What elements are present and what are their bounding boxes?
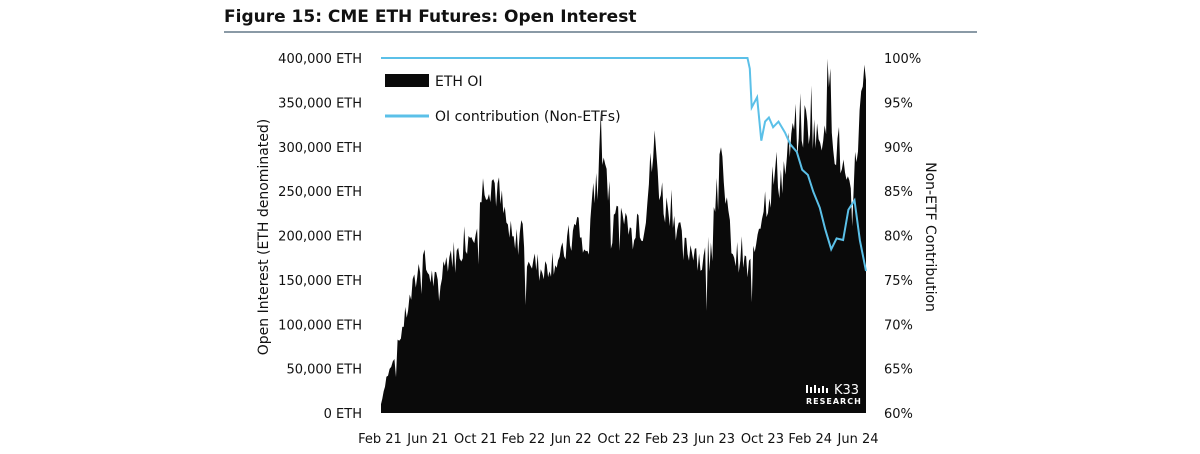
- legend: ETH OI OI contribution (Non-ETFs): [385, 74, 621, 125]
- left-axis-title: Open Interest (ETH denominated): [256, 119, 272, 355]
- left-tick-label: 200,000 ETH: [278, 230, 362, 245]
- x-axis: Feb 21 Jun 21 Oct 21 Feb 22 Jun 22 Oct 22 Feb …: [358, 432, 878, 447]
- x-tick-label: Oct 22: [597, 432, 640, 447]
- left-tick-label: 100,000 ETH: [278, 318, 362, 333]
- right-axis: 60% 65% 70% 75% 80% 85% 90% 95% 100%: [884, 52, 921, 422]
- left-tick-label: 350,000 ETH: [278, 96, 362, 111]
- right-tick-label: 75%: [884, 274, 913, 289]
- left-tick-label: 300,000 ETH: [278, 141, 362, 156]
- x-tick-label: Feb 21: [358, 432, 402, 447]
- right-axis-title: Non-ETF Contribution: [922, 162, 938, 312]
- x-tick-label: Feb 24: [788, 432, 832, 447]
- k33-logo-icon: [806, 385, 828, 393]
- left-tick-label: 0 ETH: [324, 407, 362, 422]
- x-tick-label: Oct 21: [454, 432, 497, 447]
- title-rule: [224, 31, 977, 33]
- x-tick-label: Feb 22: [502, 432, 546, 447]
- right-tick-label: 65%: [884, 363, 913, 378]
- oi-contribution-line: [381, 57, 867, 272]
- right-tick-label: 100%: [884, 52, 921, 67]
- legend-oi-label: ETH OI: [435, 74, 483, 90]
- left-tick-label: 150,000 ETH: [278, 274, 362, 289]
- left-axis: 0 ETH 50,000 ETH 100,000 ETH 150,000 ETH 200…: [278, 52, 362, 422]
- left-tick-label: 250,000 ETH: [278, 185, 362, 200]
- figure-title: Figure 15: CME ETH Futures: Open Interes…: [224, 7, 637, 27]
- watermark-brand: K33: [834, 383, 859, 398]
- x-tick-label: Jun 23: [693, 432, 735, 447]
- watermark-sub: RESEARCH: [806, 397, 862, 406]
- x-tick-label: Jun 21: [406, 432, 448, 447]
- right-tick-label: 80%: [884, 230, 913, 245]
- k33-watermark: K33 RESEARCH: [806, 383, 862, 406]
- eth-oi-area: [381, 58, 866, 413]
- x-tick-label: Oct 23: [741, 432, 784, 447]
- left-tick-label: 400,000 ETH: [278, 52, 362, 67]
- x-tick-label: Jun 24: [837, 432, 879, 447]
- right-tick-label: 90%: [884, 141, 913, 156]
- right-tick-label: 70%: [884, 318, 913, 333]
- x-tick-label: Feb 23: [645, 432, 689, 447]
- legend-oi-swatch: [385, 74, 429, 87]
- right-tick-label: 95%: [884, 96, 913, 111]
- x-tick-label: Jun 22: [550, 432, 592, 447]
- left-tick-label: 50,000 ETH: [286, 363, 362, 378]
- legend-contribution-label: OI contribution (Non-ETFs): [435, 109, 621, 125]
- right-tick-label: 85%: [884, 185, 913, 200]
- right-tick-label: 60%: [884, 407, 913, 422]
